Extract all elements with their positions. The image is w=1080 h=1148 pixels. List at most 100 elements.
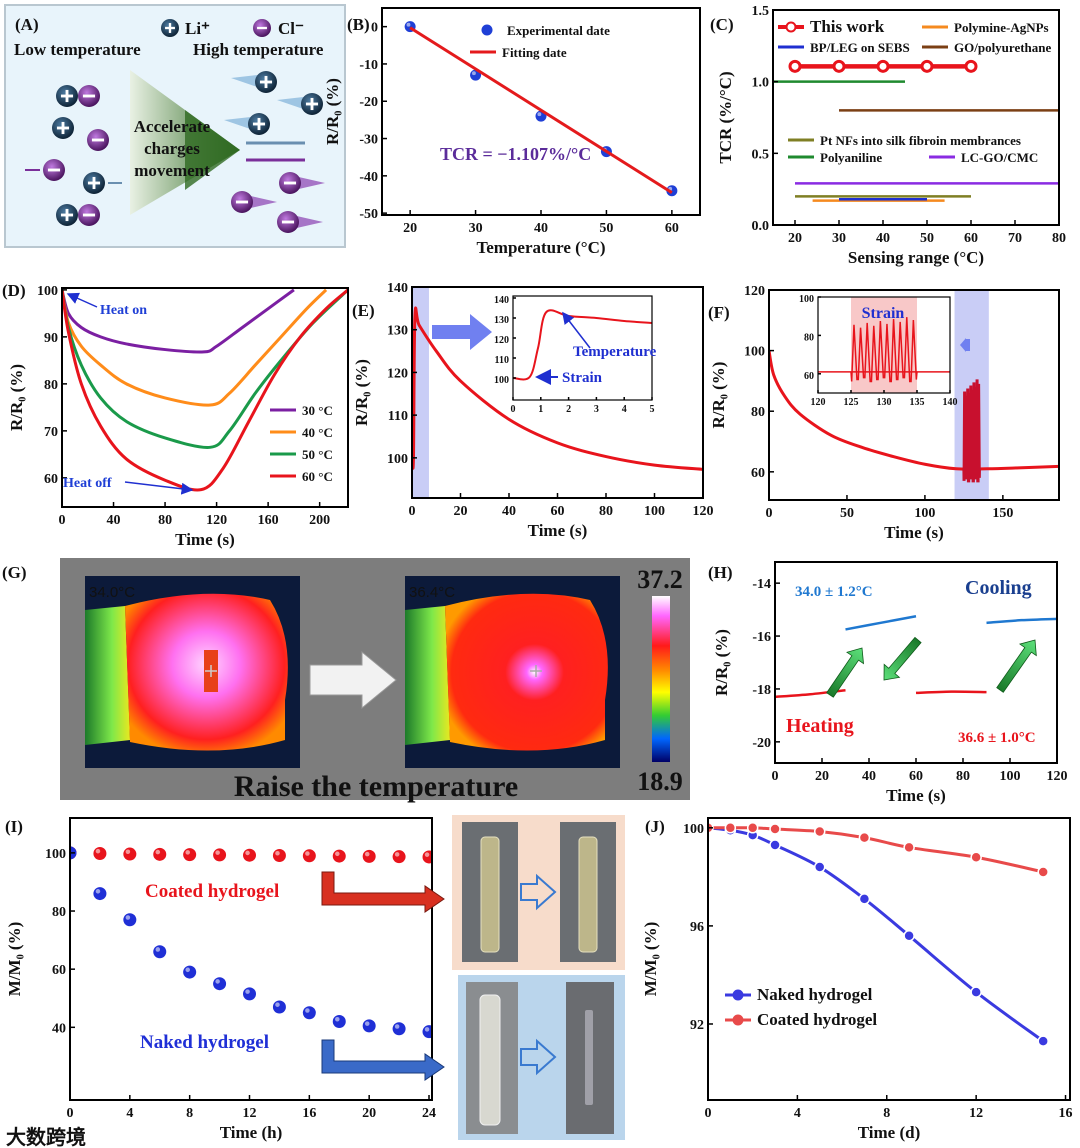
- series-60-c-line: [62, 288, 348, 492]
- heat-off-arrow-icon: [124, 481, 194, 495]
- data-point-highlight: [424, 852, 430, 857]
- annotation: Coated hydrogel: [145, 881, 279, 902]
- data-point: [332, 849, 346, 863]
- x-axis-label: Time (s): [528, 521, 588, 540]
- x-tick-label: 3: [594, 404, 599, 415]
- data-point-highlight: [185, 967, 190, 973]
- data-point: [769, 839, 781, 851]
- data-point: [1037, 866, 1049, 878]
- legend-label: Naked hydrogel: [757, 985, 873, 1004]
- x-tick-label: 100: [914, 506, 935, 521]
- y-tick-label: 120: [387, 366, 408, 381]
- data-point: [153, 847, 167, 861]
- panel-I: 0 4 8 12 16 20 24 40 60 80 100 Time (h) M/M₀ (%) (I) C…: [5, 817, 436, 1142]
- x-tick-label: 40: [502, 504, 516, 519]
- y-tick-label: -40: [359, 170, 378, 185]
- x-tick-label: 120: [1047, 769, 1068, 784]
- legend-item: This work: [778, 17, 885, 36]
- y-axis-label: M/M₀ (%): [641, 922, 660, 996]
- legend-marker: [481, 24, 493, 36]
- data-point: [243, 848, 257, 862]
- sign-bar: [82, 213, 96, 217]
- panel-label: (G): [2, 563, 27, 582]
- x-tick-label: 80: [1052, 231, 1066, 246]
- series-50-c-line: [62, 288, 348, 449]
- naked-hydrogel-image: [479, 994, 501, 1126]
- panel-label: (A): [15, 15, 39, 34]
- annotation: Naked hydrogel: [140, 1032, 269, 1053]
- x-tick-label: 130: [877, 397, 892, 408]
- data-point: [832, 59, 846, 73]
- inset-arrow-icon-body: [966, 339, 970, 351]
- x-tick-label: 60: [964, 231, 978, 246]
- x-tick-label: 0: [772, 769, 779, 784]
- x-axis-label: Time (h): [220, 1123, 283, 1142]
- color-scale-bar: [652, 596, 670, 762]
- data-point: [920, 59, 934, 73]
- high-temperature-label: High temperature: [193, 40, 324, 59]
- x-tick-label: 2: [566, 404, 571, 415]
- data-point: [724, 822, 737, 834]
- data-point: [964, 59, 978, 73]
- x-tick-label: 60: [551, 504, 565, 519]
- x-tick-label: 80: [158, 513, 172, 528]
- legend-label: 30 °C: [302, 403, 333, 418]
- sign-bar: [281, 220, 295, 224]
- data-point-highlight: [95, 848, 101, 854]
- legend-marker: [732, 989, 744, 1001]
- panel-label: (D): [2, 281, 26, 300]
- sign-bar: [65, 89, 69, 103]
- annotation: Cooling: [965, 577, 1032, 599]
- data-point: [813, 861, 826, 873]
- y-axis-label: TCR (%/°C): [716, 71, 735, 163]
- x-tick-label: 0: [59, 513, 66, 528]
- x-tick-label: 40: [107, 513, 121, 528]
- panel-g-thermal: (G) 34.0°C 36.4°C 37.2 18.9 Raise the tempera…: [2, 558, 690, 803]
- dried-hydrogel-image: [585, 1010, 593, 1105]
- y-tick-label: 140: [494, 295, 509, 306]
- data-point-highlight: [305, 1008, 310, 1013]
- sign-bar: [168, 23, 172, 33]
- transition-arrow-icon: [996, 639, 1037, 693]
- plot-background: [70, 818, 432, 1100]
- x-tick-label: 125: [844, 397, 859, 408]
- series-fitting-date-line: [409, 26, 673, 194]
- data-point: [422, 850, 432, 864]
- temperature-arrow-icon: [562, 311, 591, 349]
- y-tick-label: -18: [752, 683, 771, 698]
- y-tick-label: 0.0: [752, 219, 770, 234]
- series-layer: [404, 21, 678, 197]
- legend-item: Polymine-AgNPs: [922, 20, 1049, 35]
- x-tick-label: 150: [992, 506, 1013, 521]
- center-text: movement: [134, 161, 210, 180]
- legend-item: Experimental date: [481, 23, 610, 38]
- y-tick-label: 100: [744, 345, 765, 360]
- data-point: [243, 987, 257, 1001]
- annotation: Strain: [862, 305, 905, 322]
- panel-label: (I): [5, 817, 23, 836]
- data-point-highlight: [335, 851, 340, 857]
- x-tick-label: 120: [811, 397, 826, 408]
- legend-label: BP/LEG on SEBS: [810, 40, 910, 55]
- x-tick-label: 200: [309, 513, 330, 528]
- data-point-highlight: [215, 850, 220, 855]
- x-tick-label: 20: [454, 504, 468, 519]
- legend-item: GO/polyurethane: [922, 40, 1052, 55]
- data-point: [123, 847, 137, 861]
- y-tick-label: 1.0: [752, 76, 770, 91]
- series-layer: [818, 317, 950, 383]
- process-arrow-icon: [520, 1038, 557, 1076]
- y-tick-label: 0: [371, 21, 378, 36]
- x-tick-label: 50: [599, 221, 613, 236]
- hydrogel-photos: [452, 815, 625, 1140]
- x-tick-label: 0: [409, 504, 416, 519]
- legend-item: LC-GO/CMC: [929, 150, 1038, 165]
- data-point: [746, 822, 759, 834]
- transition-arrow-icon: [826, 647, 864, 698]
- x-tick-label: 12: [969, 1106, 983, 1121]
- data-point-highlight: [125, 849, 131, 855]
- y-axis-label: R/R₀ (%): [352, 359, 371, 426]
- sign-bar: [310, 97, 314, 111]
- y-tick-label: 60: [751, 466, 765, 481]
- x-tick-label: 12: [243, 1106, 257, 1121]
